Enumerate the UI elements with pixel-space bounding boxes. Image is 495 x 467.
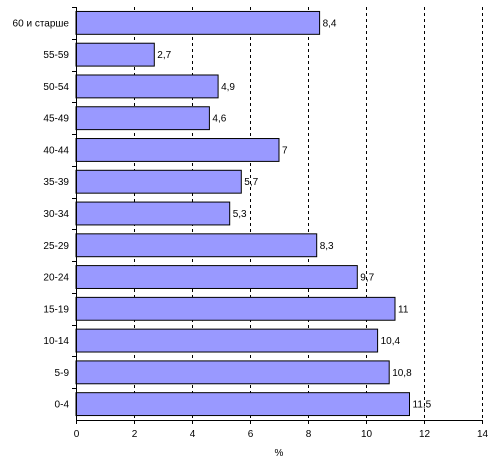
category-label: 0-4	[55, 400, 70, 411]
x-tick-label: 4	[190, 429, 196, 440]
bar-6	[75, 201, 231, 226]
data-label: 8,3	[320, 241, 334, 252]
x-tick-label: 0	[74, 429, 80, 440]
x-tick-label: 6	[248, 429, 254, 440]
bar-7	[75, 233, 318, 258]
x-tick-label: 12	[419, 429, 431, 440]
bar-0	[75, 10, 321, 35]
data-label: 4,9	[221, 82, 235, 93]
x-tick-label: 10	[361, 429, 373, 440]
bar-5	[75, 169, 242, 194]
bar-4	[75, 138, 280, 162]
data-label: 5,7	[244, 177, 258, 188]
category-label: 50-54	[43, 82, 69, 93]
bar-10	[75, 328, 379, 353]
data-label: 11,5	[413, 400, 432, 411]
data-label: 7	[282, 145, 288, 156]
bar-9	[75, 296, 396, 321]
bar-12	[75, 392, 410, 417]
x-tick-label: 14	[477, 429, 489, 440]
data-label: 9,7	[360, 273, 374, 284]
category-label: 25-29	[43, 241, 69, 252]
category-label: 15-19	[43, 304, 69, 315]
category-label: 5-9	[55, 368, 70, 379]
bars	[75, 10, 410, 417]
x-axis-title: %	[275, 448, 284, 459]
bar-3	[75, 106, 210, 131]
category-label: 40-44	[43, 145, 69, 156]
category-label: 55-59	[43, 50, 69, 61]
x-tick-label: 8	[306, 429, 312, 440]
data-label: 8,4	[323, 18, 337, 29]
category-label: 45-49	[43, 114, 69, 125]
labels: 60 и старше 8,455-59 2,750-54 4,945-49 4,640…	[13, 18, 489, 440]
data-label: 11	[398, 304, 409, 315]
category-label: 20-24	[43, 273, 69, 284]
data-label: 10,8	[392, 368, 412, 379]
data-label: 2,7	[157, 50, 171, 61]
bar-1	[75, 42, 155, 67]
axes	[72, 7, 483, 424]
bar-8	[75, 265, 358, 289]
x-tick-label: 2	[132, 429, 138, 440]
category-label: 60 и старше	[13, 18, 70, 29]
bar-11	[75, 360, 390, 385]
category-label: 35-39	[43, 177, 69, 188]
category-label: 10-14	[43, 336, 69, 347]
category-label: 30-34	[43, 209, 69, 220]
data-label: 4,6	[212, 114, 226, 125]
bar-2	[75, 74, 219, 99]
data-label: 10,4	[381, 336, 401, 347]
data-label: 5,3	[233, 209, 247, 220]
